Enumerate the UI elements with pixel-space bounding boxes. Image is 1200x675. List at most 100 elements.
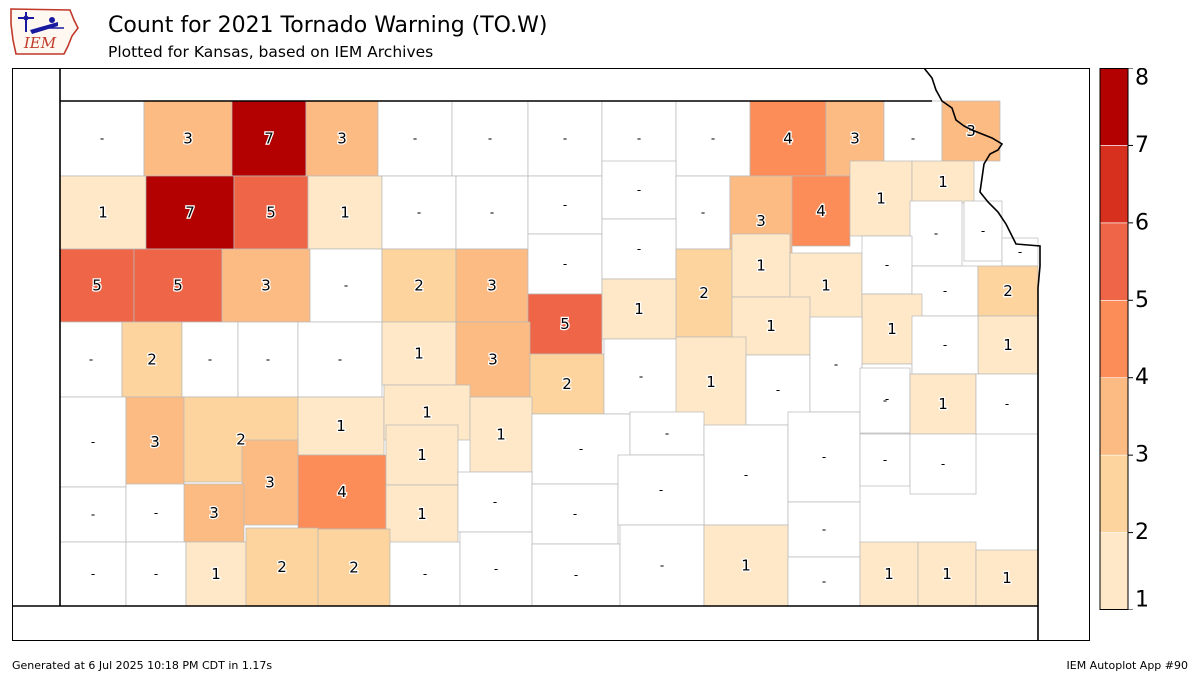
colorbar-segment [1099,299,1129,379]
county-value-label: - [822,523,826,537]
county-area [531,413,631,485]
county-value-label: - [91,435,95,449]
kansas-county-map: - 3 7 3 - - - - - 4 3 - 3 1 7 5 1 - - - - - 3 4 1 1 - - - 5 5 3 - 2 3 - - 2 1 1… [12,68,1090,641]
county-area [675,100,751,177]
county-value-label: - [494,562,498,576]
county-value-label: - [563,132,567,146]
county-value-label: - [100,132,104,146]
county-value-label: - [981,224,985,238]
county-area [381,175,457,250]
county-value-label: - [637,132,641,146]
county-value-label: - [266,353,270,367]
iem-logo-icon: IEM [10,8,79,55]
county-value-label: 3 [488,351,498,369]
county-value-label: - [911,132,915,146]
county-area [703,524,789,607]
county-value-label: - [493,495,497,509]
county-value-label: 2 [349,559,359,577]
county-value-label: 2 [236,431,246,449]
county-area [455,175,529,250]
county-value-label: 1 [938,173,948,191]
county-area [241,439,299,526]
county-area [909,433,977,495]
county-area [941,100,1001,162]
colorbar-tick-label: 7 [1135,133,1149,158]
county-value-label: - [490,206,494,220]
county-value-label: 1 [876,190,886,208]
county-value-label: 1 [887,320,897,338]
colorbar-segment [1099,67,1129,146]
county-value-label: 3 [850,130,860,148]
colorbar-tick-label: 3 [1135,443,1149,468]
county-value-label: 1 [417,446,427,464]
county-value-label: 3 [265,474,275,492]
county-area [221,248,311,323]
generated-timestamp: Generated at 6 Jul 2025 10:18 PM CDT in … [12,659,273,672]
county-area [601,218,677,280]
colorbar-tick-label: 8 [1135,68,1149,91]
county-value-label: 1 [417,505,427,523]
county-value-label: 1 [741,557,751,575]
county-area [381,321,457,386]
county-value-label: - [91,508,95,522]
iem-logo-text: IEM [23,34,57,52]
page-title: Count for 2021 Tornado Warning (TO.W) [108,13,548,38]
county-area [59,248,135,323]
county-value-label: 4 [783,130,793,148]
county-value-label: 1 [756,257,766,275]
county-value-label: 1 [942,565,952,583]
county-value-label: - [943,284,947,298]
county-value-label: 1 [884,565,894,583]
county-area [603,338,679,415]
colorbar-tick-label: 5 [1135,288,1149,313]
county-area [469,396,533,473]
colorbar-segment [1099,377,1129,456]
county-value-label: 3 [756,212,766,230]
county-area [703,424,789,526]
county-area [317,528,391,607]
colorbar-tick-label: 6 [1135,210,1149,235]
county-area [125,396,185,488]
county-value-label: - [573,507,577,521]
county-area [59,321,123,398]
county-value-label: 1 [422,404,432,422]
county-value-label: - [744,468,748,482]
county-area [237,321,299,398]
county-area [675,175,731,250]
colorbar: 1 2 3 4 5 6 7 8 [1099,66,1149,613]
county-area [59,396,127,488]
county-area [455,248,529,323]
county-value-label: - [665,427,669,441]
map-panel: - 3 7 3 - - - - - 4 3 - 3 1 7 5 1 - - - - - 3 4 1 1 - - - 5 5 3 - 2 3 - - 2 1 1… [12,68,1090,641]
county-area [859,541,919,607]
page-subtitle: Plotted for Kansas, based on IEM Archive… [108,43,434,61]
county-area [145,175,235,250]
county-area [963,200,1003,262]
county-area [527,100,603,177]
county-value-label: - [413,132,417,146]
county-value-label: - [701,206,705,220]
county-area [977,265,1039,317]
county-value-label: 1 [340,204,350,222]
county-value-label: 5 [92,277,102,295]
county-value-label: 5 [560,315,570,333]
county-area [459,531,533,607]
county-value-label: - [574,568,578,582]
county-area [787,411,861,503]
county-value-label: 5 [173,277,183,295]
county-area [121,321,183,398]
county-area [181,321,239,398]
county-area [909,200,963,267]
county-value-label: 7 [185,204,195,222]
iem-logo: IEM [8,6,80,58]
county-area [381,248,457,323]
county-value-label: - [417,206,421,220]
colorbar-frame [1099,68,1129,610]
county-area [531,483,619,545]
county-value-label: - [344,279,348,293]
county-value-label: - [822,575,826,589]
county-value-label: 2 [147,351,157,369]
county-value-label: 4 [337,483,347,501]
county-value-label: 1 [98,204,108,222]
county-value-label: - [660,559,664,573]
